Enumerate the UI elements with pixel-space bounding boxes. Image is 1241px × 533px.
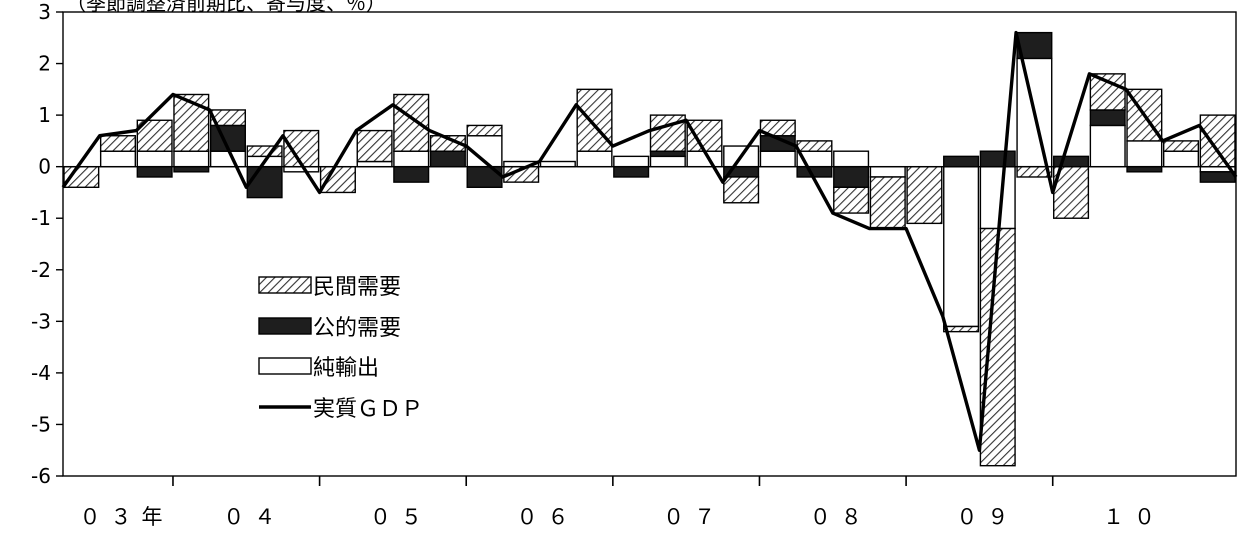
bar-diagonal-hatch-11 xyxy=(466,124,503,137)
bar-diagonal-hatch-14 xyxy=(576,88,613,152)
y-tick-label-3: 0 xyxy=(38,155,51,179)
bar-dark-solid-3 xyxy=(173,165,210,173)
bar-dark-solid-5 xyxy=(246,165,283,199)
bar-white-2 xyxy=(136,150,173,168)
bar-white-22 xyxy=(869,165,906,178)
x-label-1: ０４ xyxy=(223,505,285,529)
x-label-5: ０８ xyxy=(810,505,872,529)
axes-layer: 3 2 1 0 -1 -2 -3 -4 -5 -6 ０３年 ０４ ０５ ０６ ０７ ０８ ０９ １０ xyxy=(31,0,1237,529)
bar-dark-solid-16 xyxy=(649,150,686,158)
bar-diagonal-hatch-17 xyxy=(686,119,723,152)
legend-label-2: 純輸出 xyxy=(313,356,379,381)
y-tick-label-6: -3 xyxy=(31,309,51,333)
bar-diagonal-hatch-27 xyxy=(1053,165,1090,219)
bar-dark-solid-9 xyxy=(393,165,430,183)
bar-dark-solid-25 xyxy=(979,150,1016,168)
bar-dark-solid-21 xyxy=(833,165,870,188)
bar-white-21 xyxy=(833,150,870,168)
bar-white-3 xyxy=(173,150,210,168)
bar-dark-solid-31 xyxy=(1199,171,1236,183)
legend-label-0: 民間需要 xyxy=(313,275,401,300)
bar-white-1 xyxy=(99,150,137,168)
bar-white-28 xyxy=(1089,124,1126,168)
bar-diagonal-hatch-10 xyxy=(429,135,466,152)
bar-diagonal-hatch-24 xyxy=(943,325,980,333)
bar-dark-solid-2 xyxy=(136,165,173,178)
y-tick-label-9: -6 xyxy=(31,464,51,488)
bar-white-13 xyxy=(539,160,576,168)
bar-white-24 xyxy=(943,165,980,328)
y-tick-label-1: 2 xyxy=(38,52,51,76)
bar-diagonal-hatch-5 xyxy=(246,145,283,158)
x-label-4: ０７ xyxy=(663,505,725,529)
y-tick-label-0: 3 xyxy=(38,0,51,24)
y-tick-label-4: -1 xyxy=(31,206,51,230)
bar-dark-solid-15 xyxy=(613,165,650,178)
bar-diagonal-hatch-25 xyxy=(979,227,1016,467)
bar-dark-solid-29 xyxy=(1126,165,1163,173)
x-label-2: ０５ xyxy=(370,505,432,529)
bar-dark-solid-28 xyxy=(1089,109,1126,127)
bar-diagonal-hatch-23 xyxy=(906,165,943,225)
bar-diagonal-hatch-4 xyxy=(209,109,246,127)
bar-diagonal-hatch-21 xyxy=(833,186,870,214)
bar-dark-solid-20 xyxy=(796,165,833,178)
legend-swatch-1 xyxy=(258,317,312,335)
chart-note: （季節調整済前期比、寄与度、％） xyxy=(66,0,386,15)
bar-diagonal-hatch-30 xyxy=(1162,140,1200,152)
bar-white-25 xyxy=(979,165,1016,230)
legend-label-1: 公的需要 xyxy=(313,316,401,341)
legend-label-line: 実質ＧＤＰ xyxy=(313,397,423,422)
bar-diagonal-hatch-19 xyxy=(759,119,796,137)
bar-white-15 xyxy=(613,155,650,168)
y-tick-label-8: -5 xyxy=(31,412,51,436)
y-tick-label-5: -2 xyxy=(31,258,51,282)
x-label-7: １０ xyxy=(1103,505,1165,529)
x-label-3: ０６ xyxy=(517,505,579,529)
bar-white-4 xyxy=(209,150,246,168)
bar-diagonal-hatch-22 xyxy=(869,176,906,230)
bar-white-30 xyxy=(1162,150,1200,168)
bar-diagonal-hatch-31 xyxy=(1199,114,1236,168)
bar-diagonal-hatch-20 xyxy=(796,140,833,152)
bar-dark-solid-26 xyxy=(1016,31,1053,60)
bar-diagonal-hatch-8 xyxy=(356,129,393,163)
bar-white-9 xyxy=(393,150,430,168)
bar-white-29 xyxy=(1126,140,1163,168)
legend-swatch-0 xyxy=(258,276,312,294)
bar-dark-solid-27 xyxy=(1053,155,1090,168)
bar-diagonal-hatch-1 xyxy=(99,135,137,152)
bar-white-16 xyxy=(649,155,686,168)
x-label-6: ０９ xyxy=(956,505,1018,529)
bar-diagonal-hatch-9 xyxy=(393,93,430,152)
x-label-0: ０３年 xyxy=(79,505,172,529)
bar-diagonal-hatch-18 xyxy=(723,176,760,204)
bar-dark-solid-10 xyxy=(429,150,466,168)
bar-white-14 xyxy=(576,150,613,168)
bar-diagonal-hatch-28 xyxy=(1089,73,1126,111)
y-tick-label-7: -4 xyxy=(31,361,51,385)
series-line-real-gdp xyxy=(61,30,1238,452)
bar-white-19 xyxy=(759,150,796,168)
bar-white-8 xyxy=(356,160,393,168)
bar-dark-solid-24 xyxy=(943,155,980,168)
line-layer xyxy=(61,30,1238,452)
bars-layer xyxy=(63,31,1236,467)
legend-swatch-2 xyxy=(258,357,312,375)
y-tick-label-2: 1 xyxy=(38,103,51,127)
bar-white-6 xyxy=(283,165,320,173)
plot-frame xyxy=(62,11,1237,477)
